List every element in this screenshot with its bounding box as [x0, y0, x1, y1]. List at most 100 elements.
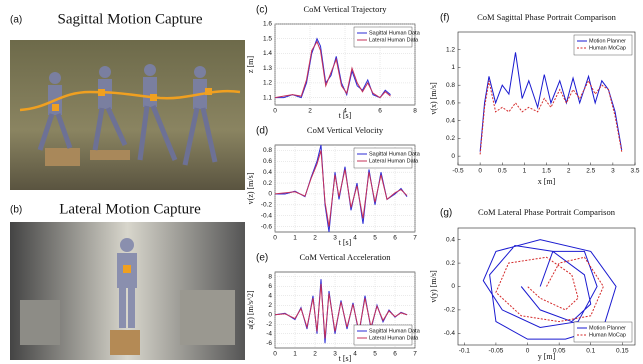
y-tick-label: 0.2 [446, 135, 455, 142]
x-axis-label: x [m] [538, 177, 556, 186]
x-tick-label: 5 [373, 235, 377, 242]
x-tick-label: -0.05 [489, 348, 504, 355]
x-tick-label: 1 [293, 235, 297, 242]
x-tick-label: 0 [273, 235, 277, 242]
x-tick-label: 3.5 [630, 168, 639, 175]
legend-label: Lateral Human Data [369, 158, 419, 164]
y-tick-label: 0.4 [446, 117, 455, 124]
x-tick-label: 7 [413, 235, 417, 242]
y-tick-label: 0.2 [446, 260, 455, 267]
y-tick-label: 0 [268, 191, 272, 198]
sagittal-photo [10, 40, 245, 190]
y-tick-label: -2 [266, 321, 272, 328]
x-tick-label: 6 [378, 108, 382, 115]
legend-label: Motion Planner [589, 325, 626, 331]
x-tick-label: 3 [611, 168, 615, 175]
y-tick-label: 2 [268, 302, 272, 309]
x-tick-label: 2.5 [586, 168, 595, 175]
y-tick-label: 1.6 [263, 21, 272, 28]
panel-label: (b) [10, 205, 22, 216]
y-tick-label: -6 [266, 340, 272, 347]
y-tick-label: 1.2 [446, 46, 455, 53]
x-tick-label: 0 [273, 108, 277, 115]
x-tick-label: 0 [478, 168, 482, 175]
figure: (a) Sagittal Motion Capture (b) Lateral … [0, 0, 643, 364]
x-tick-label: 8 [413, 108, 417, 115]
x-tick-label: 6 [393, 235, 397, 242]
chart-title: CoM Sagittal Phase Portrait Comparison [477, 12, 617, 22]
photo-title: Sagittal Motion Capture [58, 11, 203, 27]
y-axis-label: z [m] [246, 56, 255, 73]
y-tick-label: 0.2 [263, 180, 272, 187]
x-tick-label: 0.1 [586, 348, 595, 355]
y-tick-label: 0.8 [446, 82, 455, 89]
x-tick-label: 2 [308, 108, 312, 115]
chart: (f) CoM Sagittal Phase Portrait Compariso… [429, 12, 640, 186]
y-axis-label: v(z) [m/s] [246, 172, 255, 204]
y-tick-label: 0.8 [263, 147, 272, 154]
y-tick-label: 8 [268, 273, 272, 280]
y-tick-label: 1.3 [263, 65, 272, 72]
chart-title: CoM Vertical Velocity [307, 125, 384, 135]
panel-label: (c) [256, 5, 268, 16]
panel-label: (a) [10, 15, 22, 26]
x-tick-label: 1 [293, 351, 297, 358]
x-tick-label: 1.5 [542, 168, 551, 175]
y-axis-label: a(z) [m/s^2] [246, 290, 255, 329]
x-tick-label: 4 [353, 235, 357, 242]
y-tick-label: 4 [268, 292, 272, 299]
x-axis-label: t [s] [339, 354, 352, 363]
chart-title: CoM Vertical Acceleration [300, 252, 392, 262]
x-tick-label: 1 [523, 168, 527, 175]
panel-label: (d) [256, 126, 268, 137]
chart-title: CoM Vertical Trajectory [304, 4, 388, 14]
x-tick-label: 3 [333, 235, 337, 242]
x-tick-label: 0 [273, 351, 277, 358]
legend-label: Human MoCap [589, 332, 626, 338]
x-axis-label: t [s] [339, 111, 352, 120]
x-axis-label: t [s] [339, 238, 352, 247]
y-tick-label: -0.6 [261, 223, 273, 230]
legend-label: Human MoCap [589, 45, 626, 51]
y-tick-label: 0 [268, 311, 272, 318]
y-tick-label: 0.4 [263, 169, 272, 176]
legend-label: Motion Planner [589, 38, 626, 44]
y-tick-label: 0.6 [446, 100, 455, 107]
y-axis-label: v(y) [m/s] [429, 270, 438, 303]
x-tick-label: -0.5 [452, 168, 464, 175]
y-tick-label: 1.1 [263, 94, 272, 101]
y-tick-label: 1.4 [263, 50, 272, 57]
x-tick-label: 2 [313, 351, 317, 358]
y-tick-label: -0.2 [444, 307, 456, 314]
y-tick-label: 0.6 [263, 158, 272, 165]
y-tick-label: 1 [451, 64, 455, 71]
legend-label: Lateral Human Data [369, 37, 419, 43]
photo-title: Lateral Motion Capture [59, 201, 201, 217]
x-tick-label: 0.5 [498, 168, 507, 175]
legend: Sagittal Human DataLateral Human Data [354, 148, 421, 168]
legend-label: Sagittal Human Data [369, 151, 421, 157]
legend-label: Lateral Human Data [369, 335, 419, 341]
x-tick-label: 3 [333, 351, 337, 358]
x-tick-label: 5 [373, 351, 377, 358]
legend-label: Sagittal Human Data [369, 30, 421, 36]
x-tick-label: -0.1 [459, 348, 471, 355]
y-tick-label: 1.5 [263, 35, 272, 42]
legend: Sagittal Human DataLateral Human Data [354, 27, 421, 47]
panel-label: (f) [440, 13, 449, 24]
panel-label: (g) [440, 208, 452, 219]
x-tick-label: 4 [353, 351, 357, 358]
panel-label: (e) [256, 253, 268, 264]
lateral-photo [10, 222, 245, 360]
chart: (g)CoM Lateral Phase Portrait Comparison… [429, 207, 635, 361]
x-tick-label: 6 [393, 351, 397, 358]
x-tick-label: 2 [313, 235, 317, 242]
x-tick-label: 0.15 [616, 348, 629, 355]
y-tick-label: 0.4 [446, 236, 455, 243]
